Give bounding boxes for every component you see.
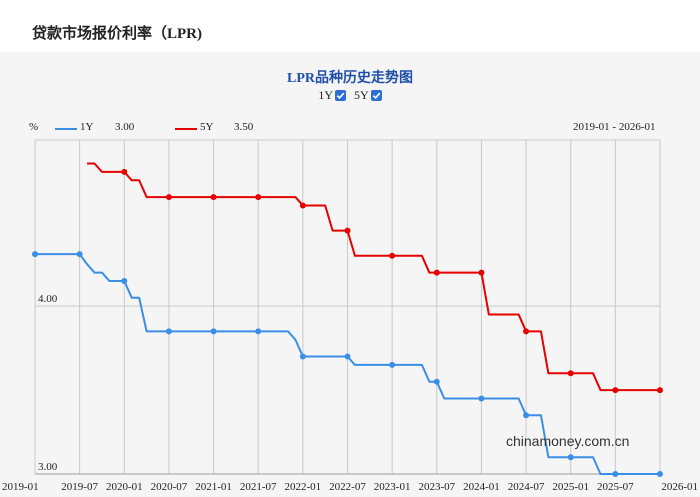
series-line-5y [87, 162, 660, 392]
toggle-5y[interactable]: 5Y [354, 88, 382, 103]
x-tick-label: 2022-01 [285, 481, 322, 493]
data-point-5y[interactable] [478, 269, 485, 276]
data-point-5y[interactable] [433, 269, 440, 276]
x-axis-ticks: 2019-01 2019-07 2020-01 2020-07 2021-01 2021-… [2, 481, 698, 493]
date-range-label: 2019-01 - 2026-01 [573, 121, 656, 133]
legend-1y-value: 3.00 [115, 121, 135, 133]
x-tick-label: 2026-01 [661, 481, 698, 493]
x-tick-label: 2024-07 [508, 481, 545, 493]
data-point-1y[interactable] [389, 361, 396, 368]
data-point-1y[interactable] [612, 471, 619, 477]
checkbox-checked-icon[interactable] [335, 90, 346, 101]
page-header: 贷款市场报价利率（LPR) [0, 0, 700, 52]
data-point-5y[interactable] [255, 194, 262, 201]
data-point-5y[interactable] [210, 194, 217, 201]
x-tick-label: 2021-01 [195, 481, 232, 493]
data-point-5y[interactable] [612, 387, 619, 394]
x-tick-label: 2021-07 [240, 481, 277, 493]
data-point-5y[interactable] [165, 194, 172, 201]
data-point-1y[interactable] [210, 328, 217, 335]
x-tick-label: 2023-01 [374, 481, 411, 493]
x-tick-label: 2022-07 [329, 481, 366, 493]
x-tick-label: 2025-01 [552, 481, 589, 493]
legend-1y-name: 1Y [80, 121, 94, 133]
y-axis-ticks: 4.00 3.00 [38, 293, 58, 473]
checkbox-checked-icon[interactable] [370, 90, 382, 101]
data-point-5y[interactable] [523, 328, 530, 335]
toggle-5y-label: 5Y [354, 88, 369, 102]
data-point-1y[interactable] [255, 328, 262, 335]
data-point-5y[interactable] [344, 227, 351, 234]
data-point-5y[interactable] [299, 202, 306, 209]
x-tick-label: 2020-07 [151, 481, 188, 493]
x-tick-label: 2024-01 [463, 481, 500, 493]
data-point-5y[interactable] [121, 168, 128, 175]
legend-5y-value: 3.50 [234, 121, 254, 133]
data-point-1y[interactable] [76, 251, 83, 258]
watermark: chinamoney.com.cn [506, 433, 630, 449]
data-point-1y[interactable] [165, 328, 172, 335]
x-tick-label: 2023-07 [418, 481, 455, 493]
y-tick-label: 4.00 [38, 293, 58, 305]
unit-label: % [29, 121, 39, 133]
data-point-1y[interactable] [344, 353, 351, 360]
page-title: 贷款市场报价利率（LPR) [32, 26, 202, 42]
legend-5y-name: 5Y [200, 121, 214, 133]
x-tick-label: 2019-01 [2, 481, 39, 493]
grid [34, 139, 661, 475]
legend-5y-line [175, 128, 197, 130]
series-toggles: 1Y 5Y [0, 88, 700, 103]
series-layer [32, 162, 663, 477]
data-point-1y[interactable] [567, 454, 574, 461]
data-point-5y[interactable] [657, 387, 663, 394]
legend-row: % 1Y 3.00 5Y 3.50 2019-01 - 2026-01 [0, 121, 700, 137]
x-tick-label: 2019-07 [61, 481, 98, 493]
toggle-1y-label: 1Y [318, 88, 333, 102]
data-point-1y[interactable] [121, 277, 128, 284]
data-point-1y[interactable] [433, 378, 440, 385]
toggle-1y[interactable]: 1Y [318, 88, 346, 103]
data-point-5y[interactable] [389, 252, 396, 259]
legend-1y-line [55, 128, 77, 130]
x-tick-label: 2020-01 [106, 481, 143, 493]
y-tick-label: 3.00 [38, 461, 58, 473]
data-point-1y[interactable] [523, 412, 530, 419]
chart-panel [0, 52, 700, 497]
chart-title: LPR品种历史走势图 [287, 71, 413, 86]
data-point-5y[interactable] [567, 370, 574, 377]
data-point-1y[interactable] [32, 251, 38, 258]
data-point-1y[interactable] [299, 353, 306, 360]
data-point-1y[interactable] [657, 471, 663, 477]
x-tick-label: 2025-07 [597, 481, 634, 493]
data-point-1y[interactable] [478, 395, 485, 402]
